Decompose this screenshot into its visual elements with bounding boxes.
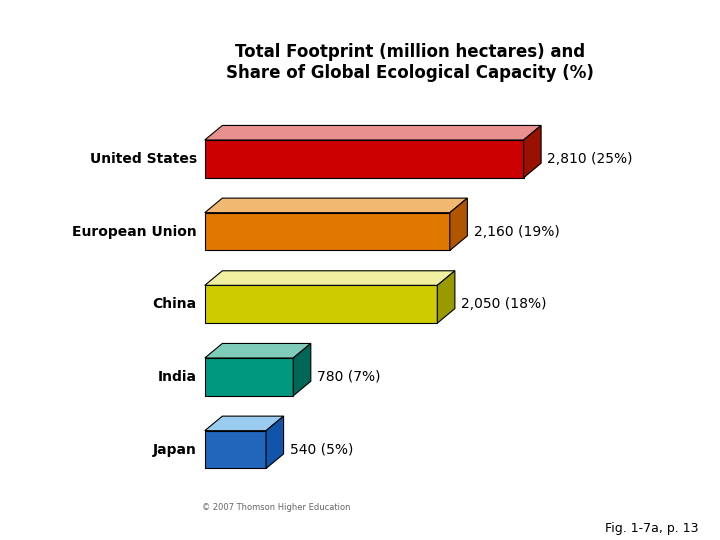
Polygon shape (204, 416, 284, 431)
Polygon shape (437, 271, 455, 323)
Text: 2,160 (19%): 2,160 (19%) (474, 225, 559, 239)
Text: India: India (158, 370, 197, 384)
Polygon shape (204, 358, 293, 396)
Text: Fig. 1-7a, p. 13: Fig. 1-7a, p. 13 (605, 522, 698, 535)
Polygon shape (204, 431, 266, 469)
Polygon shape (523, 125, 541, 178)
Text: 2,050 (18%): 2,050 (18%) (462, 297, 546, 311)
Polygon shape (293, 343, 311, 396)
Text: United States: United States (90, 152, 197, 166)
Polygon shape (204, 125, 541, 140)
Text: China: China (153, 297, 197, 311)
Text: © 2007 Thomson Higher Education: © 2007 Thomson Higher Education (202, 503, 350, 512)
Polygon shape (204, 285, 437, 323)
Text: 780 (7%): 780 (7%) (318, 370, 381, 384)
Text: European Union: European Union (72, 225, 197, 239)
Polygon shape (204, 271, 455, 285)
Text: 2,810 (25%): 2,810 (25%) (547, 152, 633, 166)
Text: Total Footprint (million hectares) and
Share of Global Ecological Capacity (%): Total Footprint (million hectares) and S… (227, 43, 594, 82)
Text: Japan: Japan (153, 443, 197, 456)
Polygon shape (450, 198, 467, 251)
Polygon shape (204, 198, 467, 213)
Text: 540 (5%): 540 (5%) (290, 443, 354, 456)
Polygon shape (204, 213, 450, 251)
Polygon shape (266, 416, 284, 469)
Polygon shape (204, 343, 311, 358)
Polygon shape (204, 140, 523, 178)
